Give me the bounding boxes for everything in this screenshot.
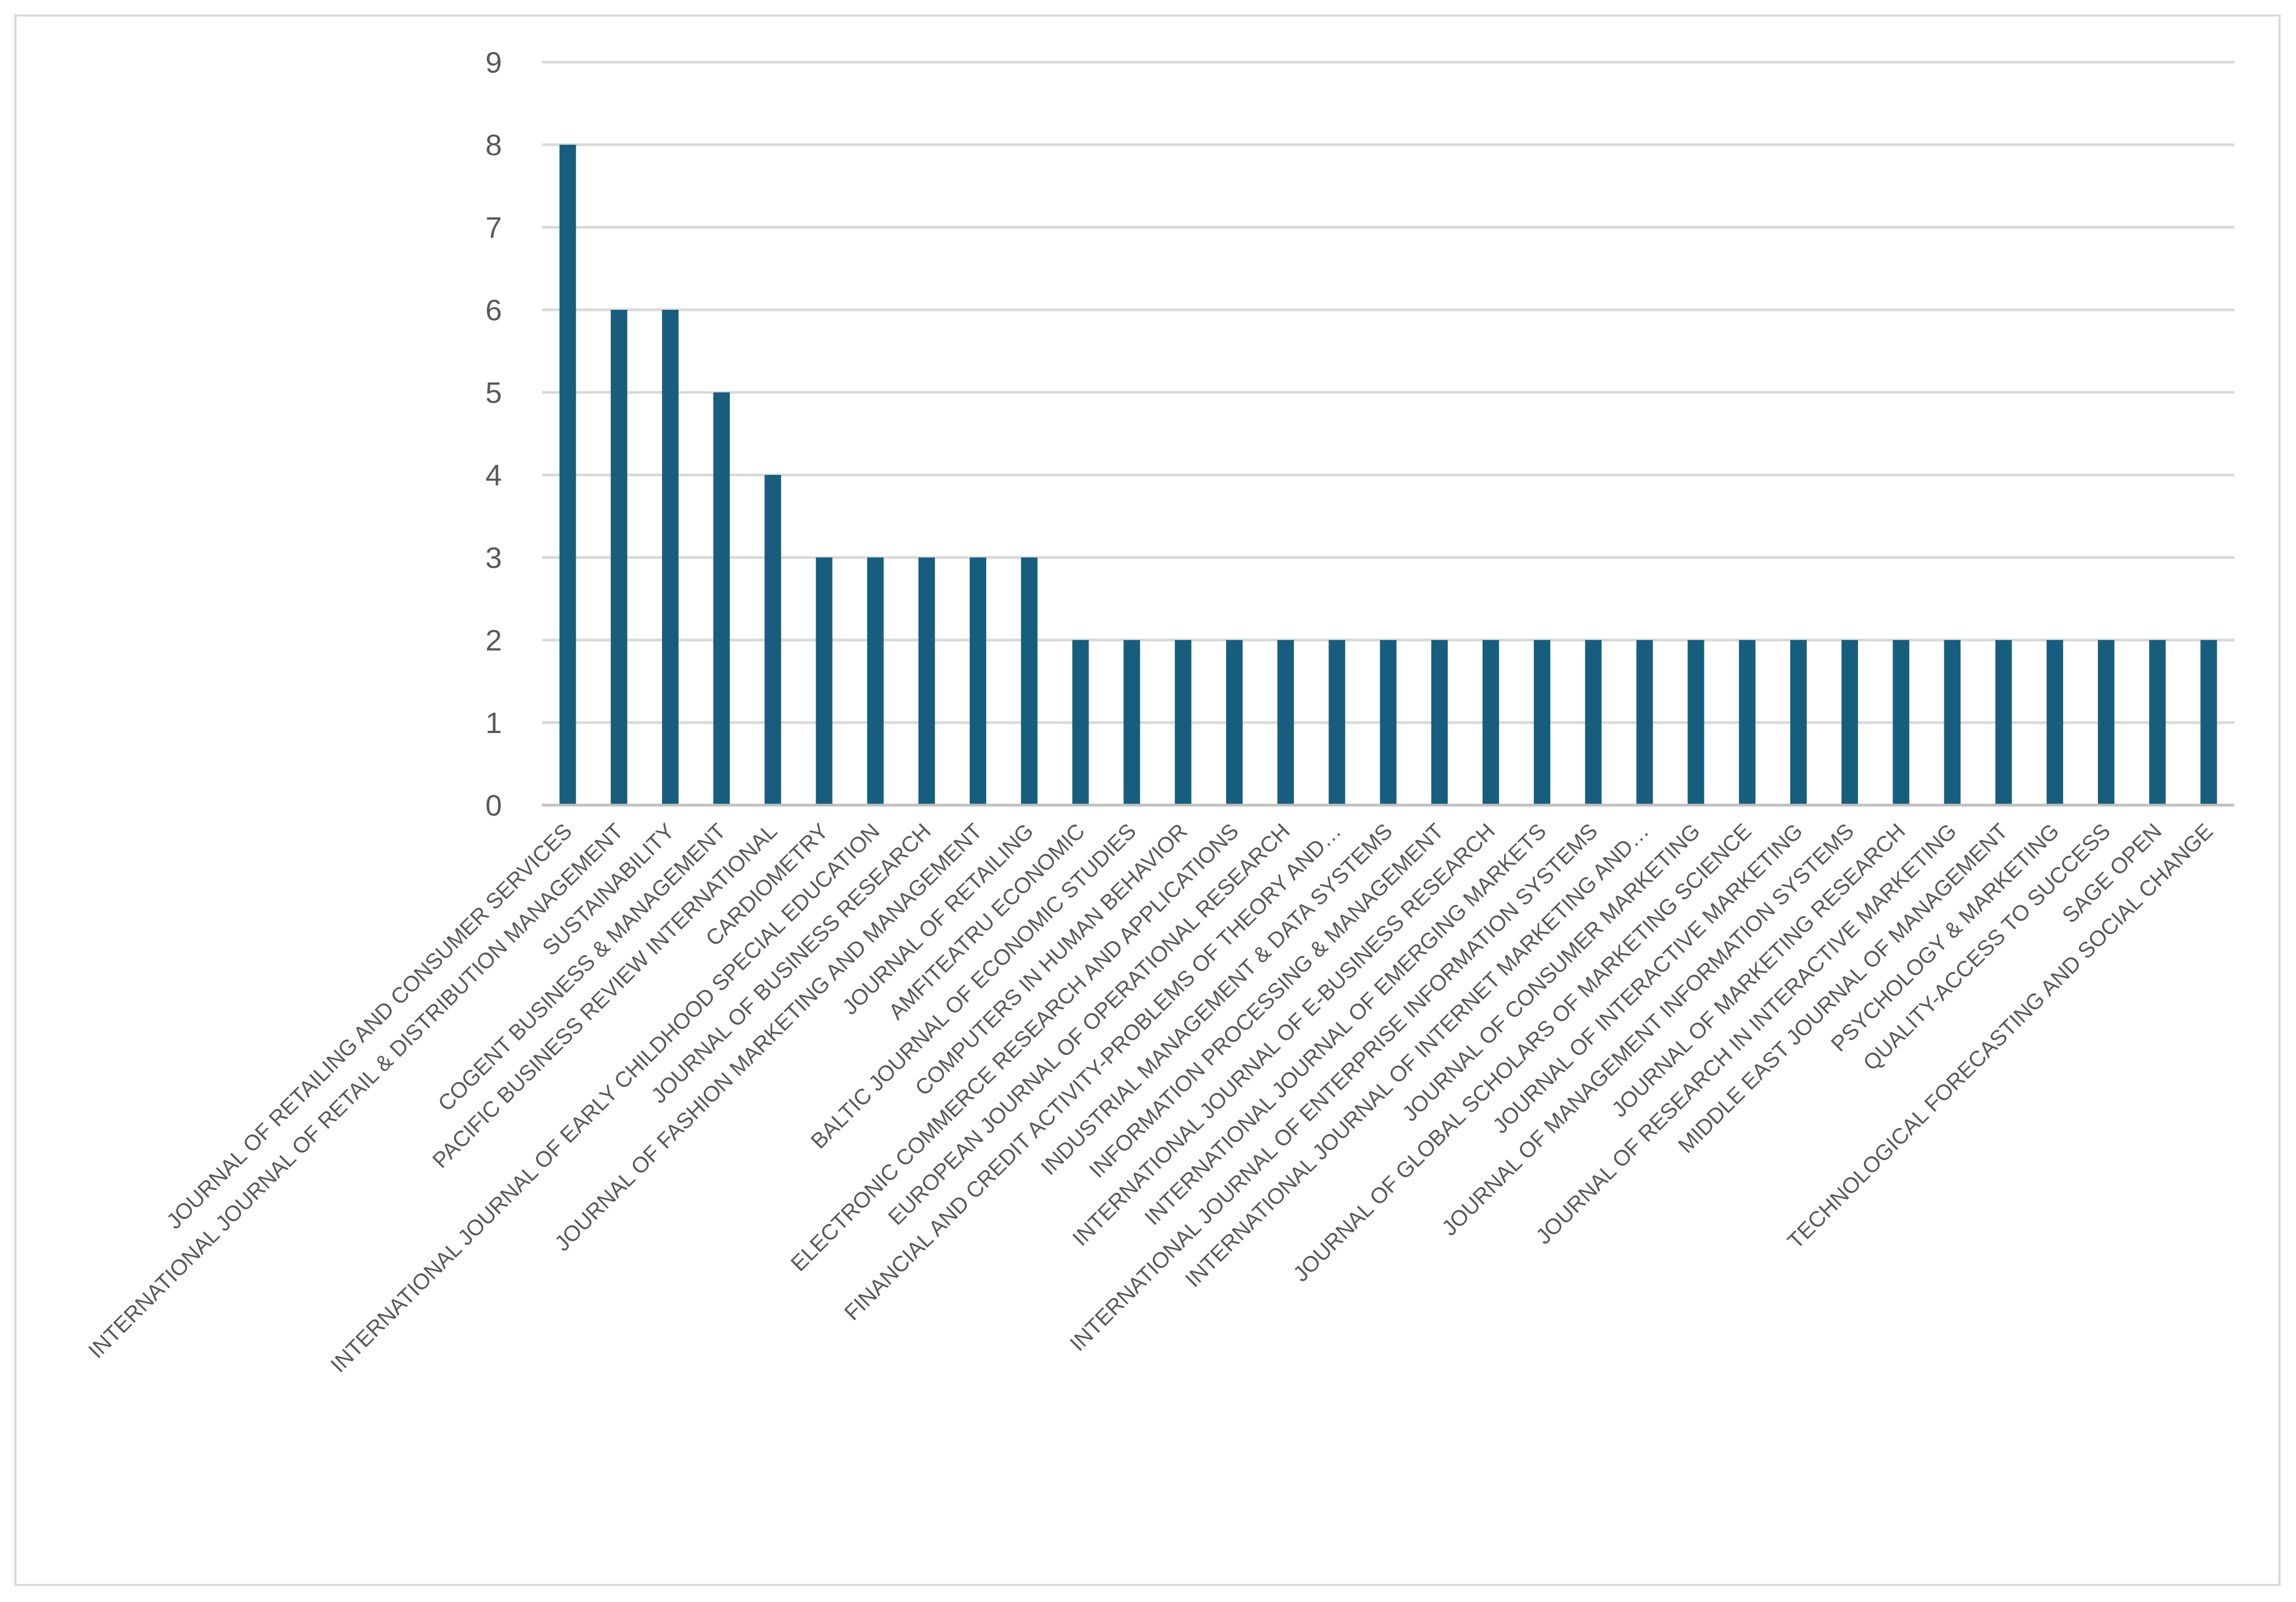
y-tick-label: 1 bbox=[485, 707, 502, 740]
bar bbox=[1739, 640, 1756, 805]
bar bbox=[970, 557, 987, 805]
bar bbox=[1072, 640, 1089, 805]
bar bbox=[1380, 640, 1397, 805]
bar bbox=[662, 310, 679, 805]
y-tick-label: 4 bbox=[485, 459, 502, 492]
bar bbox=[1431, 640, 1448, 805]
bar bbox=[1636, 640, 1653, 805]
bar bbox=[2149, 640, 2166, 805]
bar bbox=[713, 392, 730, 805]
y-tick-label: 2 bbox=[485, 624, 502, 657]
bar bbox=[1944, 640, 1961, 805]
bar bbox=[1277, 640, 1294, 805]
bar bbox=[764, 475, 781, 805]
bars bbox=[559, 145, 2217, 805]
bar bbox=[610, 310, 627, 805]
bar bbox=[816, 557, 833, 805]
bar bbox=[2046, 640, 2063, 805]
bar bbox=[1174, 640, 1191, 805]
bar bbox=[1482, 640, 1499, 805]
bar bbox=[1841, 640, 1858, 805]
bar bbox=[1123, 640, 1140, 805]
y-tick-label: 9 bbox=[485, 46, 502, 79]
bar bbox=[1021, 557, 1038, 805]
bar bbox=[1995, 640, 2012, 805]
x-axis-ticks: JOURNAL OF RETAILING AND CONSUMER SERVIC… bbox=[84, 819, 2217, 1377]
y-tick-label: 0 bbox=[485, 789, 502, 822]
bar bbox=[1329, 640, 1346, 805]
y-tick-label: 5 bbox=[485, 376, 502, 409]
x-tick-label: PACIFIC BUSINESS REVIEW INTERNATIONAL bbox=[428, 819, 782, 1173]
bar bbox=[1893, 640, 1910, 805]
bar bbox=[1790, 640, 1807, 805]
bar bbox=[918, 557, 935, 805]
y-tick-label: 7 bbox=[485, 211, 502, 244]
y-tick-label: 8 bbox=[485, 129, 502, 162]
bar bbox=[1585, 640, 1602, 805]
x-tick-label: INTERNATIONAL JOURNAL OF RETAIL & DISTRI… bbox=[84, 819, 628, 1363]
y-tick-label: 6 bbox=[485, 294, 502, 327]
bar bbox=[1226, 640, 1243, 805]
bar bbox=[2098, 640, 2115, 805]
y-tick-label: 3 bbox=[485, 542, 502, 575]
y-axis-ticks: 0 1 2 3 4 5 6 7 8 9 bbox=[485, 46, 502, 822]
bar bbox=[867, 557, 884, 805]
bar bbox=[559, 145, 576, 805]
bar bbox=[1534, 640, 1551, 805]
bar bbox=[1687, 640, 1704, 805]
gridlines bbox=[542, 61, 2234, 724]
bar bbox=[2200, 640, 2217, 805]
